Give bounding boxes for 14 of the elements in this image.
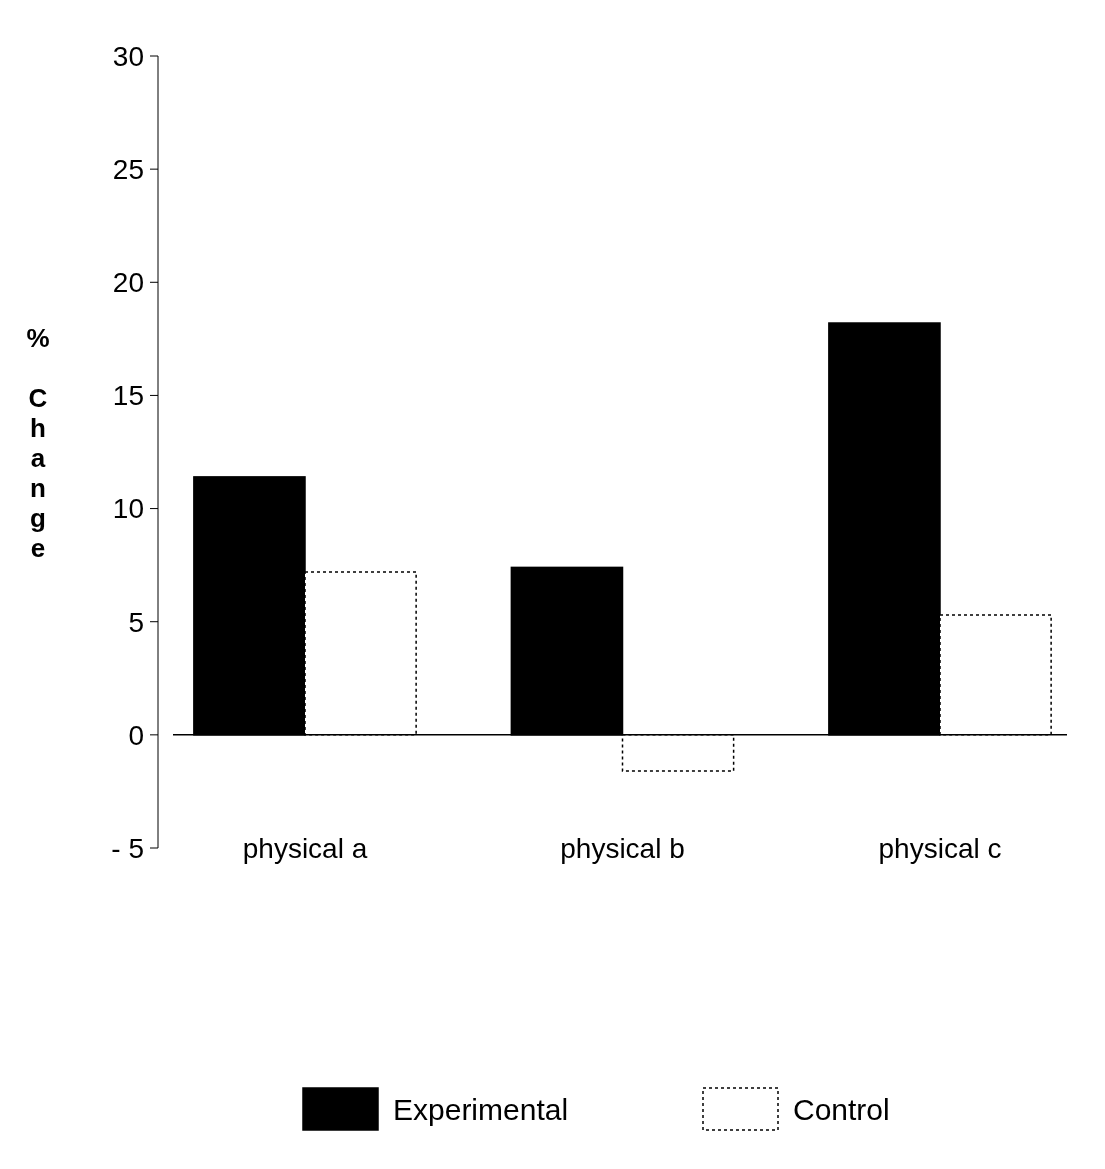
y-tick-label: 20 xyxy=(112,267,144,299)
y-tick-label: 10 xyxy=(112,493,144,525)
y-tick-label: 25 xyxy=(112,153,144,185)
x-tick-label: physical c xyxy=(878,833,1002,864)
y-tick-label: 5 xyxy=(128,606,144,638)
y-axis-title: % Change xyxy=(26,323,50,563)
y-tick-label: 0 xyxy=(128,719,144,751)
legend-label: Experimental xyxy=(393,1092,569,1126)
legend-label: Control xyxy=(793,1092,890,1126)
x-tick-label: physical b xyxy=(560,833,685,864)
y-tick-label: 30 xyxy=(112,40,144,72)
x-tick-label: physical a xyxy=(242,833,368,864)
y-tick-label: - 5 xyxy=(111,832,144,864)
y-tick-label: 15 xyxy=(112,380,144,412)
